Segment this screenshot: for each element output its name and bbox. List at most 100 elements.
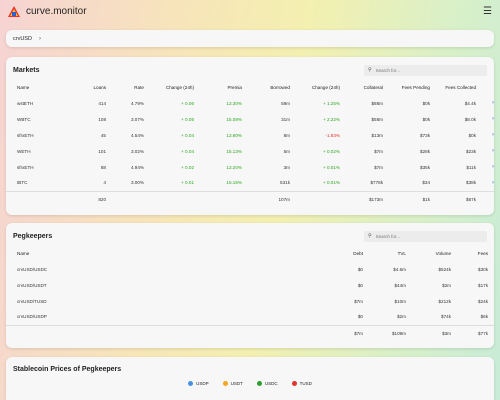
rate-change-value: + 0.05: [181, 116, 194, 122]
market-name: sfrxETH: [17, 132, 34, 138]
stablecoin-prices-card: Stablecoin Prices of Pegkeepers USDP USD…: [6, 357, 494, 400]
volume-value: $74k: [441, 314, 451, 320]
legend-item-tusd[interactable]: TUSD: [291, 381, 312, 386]
total-volume: $3m: [406, 324, 451, 341]
column-header[interactable]: Change (24h): [165, 85, 194, 90]
totals-row: $7m $109m $3m $77k: [6, 324, 494, 341]
curve-logo-icon[interactable]: [8, 5, 20, 17]
table-row[interactable]: sfrxETH 45 4.54% + 0.04 13.60% 8m -1.83%…: [6, 127, 494, 143]
total-loans: 820: [66, 190, 106, 207]
table-row[interactable]: crvUSD/USDT $0 $44m $2m $17k: [6, 277, 494, 293]
column-header[interactable]: Rate: [134, 85, 144, 90]
breadcrumb-item[interactable]: crvUSD: [13, 35, 32, 42]
legend-dot-icon: [222, 381, 228, 386]
chevron-right-icon[interactable]: ›: [492, 100, 494, 106]
stablecoin-prices-title: Stablecoin Prices of Pegkeepers: [13, 365, 122, 373]
column-header[interactable]: TVL: [397, 251, 406, 256]
column-header[interactable]: Loans: [93, 85, 106, 90]
pegkeeper-name: crvUSD/USDC: [17, 266, 48, 272]
pegkeeper-name: crvUSD/USDP: [17, 314, 47, 320]
table-row[interactable]: crvUSD/TUSD $7m $10m $212k $24k: [6, 293, 494, 309]
chevron-right-icon[interactable]: ›: [492, 164, 494, 170]
market-name: WBTC: [17, 116, 31, 122]
chevron-right-icon[interactable]: ›: [492, 116, 494, 122]
pegkeeper-name: crvUSD/TUSD: [17, 298, 47, 304]
pegkeepers-table: Name Debt TVL Volume Fees crvUSD/USDC $0…: [6, 246, 494, 341]
fees-collected-value: $0k: [468, 132, 476, 138]
loans-value: 88: [100, 164, 106, 170]
total-fees: $77k: [451, 324, 494, 341]
total-debt: $7m: [306, 324, 363, 341]
markets-table: Name Loans Rate Change (24h) Premia Borr…: [6, 80, 494, 207]
legend-dot-icon: [291, 381, 297, 386]
market-name: wstETH: [17, 100, 34, 106]
borrowed-value: 531k: [280, 180, 290, 186]
loans-value: 101: [98, 148, 106, 154]
loans-value: 108: [98, 116, 106, 122]
fees-pending-value: $73k: [420, 132, 430, 138]
fees-pending-value: $28k: [420, 148, 430, 154]
table-row[interactable]: crvUSD/USDP $0 $2m $74k $6k: [6, 309, 494, 325]
chevron-right-icon[interactable]: ›: [492, 132, 494, 138]
rate-change-value: + 0.04: [181, 132, 194, 138]
collateral-value: $7m: [374, 148, 383, 154]
chevron-right-icon[interactable]: ›: [492, 148, 494, 154]
hamburger-menu-icon[interactable]: ☰: [483, 5, 492, 17]
pegkeepers-search-input[interactable]: ⚲ Search for...: [364, 230, 487, 242]
debt-value: $7m: [354, 298, 363, 304]
legend-item-usdp[interactable]: USDP: [188, 381, 209, 386]
loans-value: 45: [100, 132, 106, 138]
chevron-right-icon[interactable]: ›: [492, 179, 494, 186]
table-row[interactable]: crvUSD/USDC $0 $4.6m $524k $30k: [6, 261, 494, 277]
column-header[interactable]: Fees: [477, 251, 488, 256]
column-header[interactable]: Collateral: [363, 85, 383, 90]
fees-pending-value: $34: [422, 180, 430, 186]
search-icon: ⚲: [368, 67, 372, 73]
volume-value: $212k: [438, 298, 451, 304]
rate-change-value: + 0.04: [181, 148, 194, 154]
legend-item-usdc[interactable]: USDC: [256, 381, 278, 386]
legend-dot-icon: [188, 381, 194, 386]
borrowed-value: 3m: [283, 164, 290, 170]
fees-pending-value: $0k: [422, 100, 430, 106]
markets-card: Markets ⚲ Search for... Name Loans Rate …: [6, 57, 494, 215]
chart-legend: USDP USDT USDC TUSD: [6, 381, 494, 386]
loans-value: 414: [98, 100, 106, 106]
table-row[interactable]: WETH 101 3.02% + 0.04 15.13% 5m + 0.02% …: [6, 143, 494, 159]
search-icon: ⚲: [368, 233, 372, 239]
rate-value: 4.54%: [130, 132, 144, 138]
chevron-right-icon: ›: [38, 35, 41, 42]
app-title[interactable]: curve.monitor: [26, 5, 87, 17]
table-row[interactable]: tBTC 4 3.00% + 0.01 15.15% 531k + 0.01% …: [6, 175, 494, 191]
column-header[interactable]: Premia: [227, 85, 242, 90]
collateral-value: $13m: [371, 132, 384, 138]
table-row[interactable]: sfrxETH 88 4.94% + 0.02 13.20% 3m + 0.01…: [6, 159, 494, 175]
search-placeholder: Search for...: [375, 67, 400, 73]
markets-search-input[interactable]: ⚲ Search for...: [364, 64, 487, 76]
column-header[interactable]: Change (24h): [311, 85, 340, 90]
total-tvl: $109m: [363, 324, 406, 341]
tvl-value: $10m: [394, 298, 407, 304]
totals-row: 820 107m $173m $1k $67k: [6, 190, 494, 207]
rate-value: 3.07%: [130, 116, 144, 122]
column-header[interactable]: Fees Pending: [401, 85, 430, 90]
breadcrumb: crvUSD ›: [6, 30, 494, 47]
column-header[interactable]: Name: [17, 85, 30, 90]
market-name: tBTC: [17, 180, 28, 186]
column-header[interactable]: Borrowed: [270, 85, 290, 90]
markets-header-row: Name Loans Rate Change (24h) Premia Borr…: [6, 80, 494, 95]
column-header[interactable]: Volume: [435, 251, 451, 256]
table-row[interactable]: WBTC 108 3.07% + 0.05 15.08% 31m + 2.22%…: [6, 111, 494, 127]
tvl-value: $4.6m: [393, 266, 406, 272]
collateral-value: $7m: [374, 164, 383, 170]
column-header[interactable]: Name: [17, 251, 30, 256]
premia-value: 13.20%: [226, 164, 242, 170]
fees-collected-value: $11k: [466, 164, 476, 170]
fees-pending-value: $0k: [422, 116, 430, 122]
legend-item-usdt[interactable]: USDT: [222, 381, 243, 386]
column-header[interactable]: Fees Collected: [445, 85, 476, 90]
table-row[interactable]: wstETH 414 4.79% + 0.06 13.30% 59m + 1.2…: [6, 95, 494, 111]
rate-value: 4.94%: [130, 164, 144, 170]
fees-value: $17k: [478, 282, 488, 288]
column-header[interactable]: Debt: [353, 251, 363, 256]
